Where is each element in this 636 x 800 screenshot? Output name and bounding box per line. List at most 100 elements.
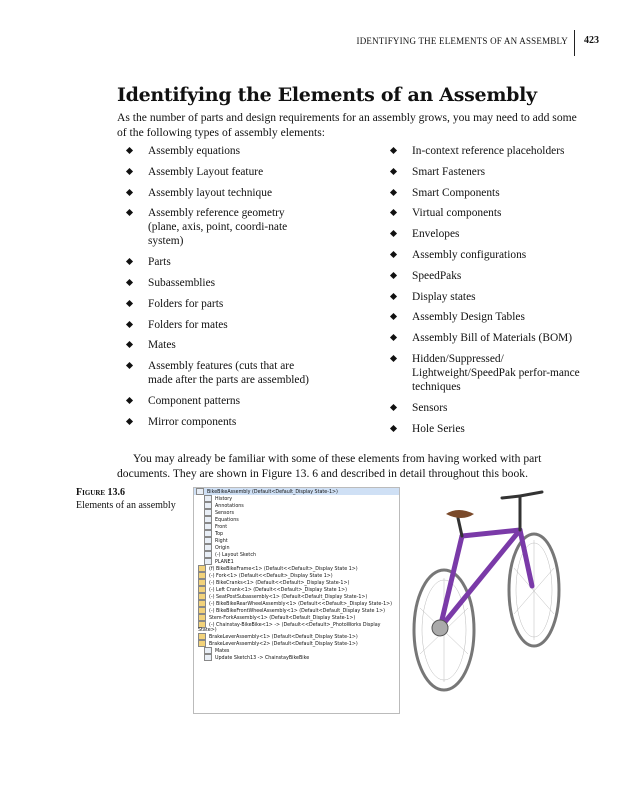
page-number: 423 bbox=[584, 35, 599, 46]
tree-icon bbox=[198, 640, 206, 647]
list-item: Display states bbox=[388, 290, 583, 304]
tree-icon bbox=[198, 607, 206, 614]
list-item: Smart Fasteners bbox=[388, 165, 583, 179]
tree-label: (-) SeatPostSubassembly<1> (Default<Defa… bbox=[209, 595, 368, 600]
tree-row: (-) Left Crank<1> (Default<<Default>_Dis… bbox=[194, 586, 399, 593]
list-item: SpeedPaks bbox=[388, 269, 583, 283]
tree-icon bbox=[204, 654, 212, 661]
list-item: Subassemblies bbox=[124, 276, 309, 290]
list-item: Component patterns bbox=[124, 394, 309, 408]
list-item: Folders for parts bbox=[124, 297, 309, 311]
list-item: Assembly Design Tables bbox=[388, 310, 583, 324]
tree-label: (-) Left Crank<1> (Default<<Default>_Dis… bbox=[209, 588, 347, 593]
running-head: IDENTIFYING THE ELEMENTS OF AN ASSEMBLY bbox=[356, 36, 568, 46]
tree-icon bbox=[196, 488, 204, 495]
tree-row: Top bbox=[194, 530, 399, 537]
tree-icon bbox=[204, 516, 212, 523]
bicycle-image bbox=[412, 490, 561, 692]
list-item: Envelopes bbox=[388, 227, 583, 241]
tree-label: Stem-ForkAssembly<1> (Default<Default_Di… bbox=[209, 616, 356, 621]
feature-tree-screenshot: BikeBikeAssembly (Default<Default_Displa… bbox=[193, 487, 400, 714]
figure-label: Figure 13.6 bbox=[76, 487, 126, 498]
tree-icon bbox=[204, 544, 212, 551]
tree-label: Right bbox=[215, 539, 228, 544]
tree-icon bbox=[198, 633, 206, 640]
tree-label: (-) BikeBikeRearWheelAssembly<1> (Defaul… bbox=[209, 602, 393, 607]
tree-row: (-) Fork<1> (Default<<Default>_Display S… bbox=[194, 572, 399, 579]
tree-row: Origin bbox=[194, 544, 399, 551]
tree-row: (-) Layout Sketch bbox=[194, 551, 399, 558]
left-list: Assembly equations Assembly Layout featur… bbox=[124, 144, 309, 436]
tree-label: Origin bbox=[215, 546, 230, 551]
list-item: Mirror components bbox=[124, 415, 309, 429]
header-rule bbox=[574, 30, 575, 56]
tree-label: Update Sketch13 -> ChainstayBikeBike bbox=[215, 656, 310, 661]
tree-row: (-) SeatPostSubassembly<1> (Default<Defa… bbox=[194, 593, 399, 600]
tree-label: BrakeLeverAssembly<1> (Default<Default_D… bbox=[209, 635, 358, 640]
tree-icon bbox=[198, 600, 206, 607]
list-item: Sensors bbox=[388, 401, 583, 415]
tree-label: BikeBikeAssembly (Default<Default_Displa… bbox=[207, 490, 338, 495]
tree-icon bbox=[204, 502, 212, 509]
list-item: Assembly Layout feature bbox=[124, 165, 309, 179]
tree-icon bbox=[198, 572, 206, 579]
tree-icon bbox=[204, 530, 212, 537]
list-item: Folders for mates bbox=[124, 318, 309, 332]
list-item: Parts bbox=[124, 255, 309, 269]
tree-label: (-) BikeBikeFrontWheelAssembly<1> (Defau… bbox=[209, 609, 385, 614]
list-item: Hole Series bbox=[388, 422, 583, 436]
tree-icon bbox=[204, 647, 212, 654]
list-item: Mates bbox=[124, 338, 309, 352]
tree-row: Mates bbox=[194, 647, 399, 654]
list-item: Assembly equations bbox=[124, 144, 309, 158]
tree-label: BrakeLeverAssembly<2> (Default<Default_D… bbox=[209, 642, 358, 647]
list-item: Assembly Bill of Materials (BOM) bbox=[388, 331, 583, 345]
list-item: In-context reference placeholders bbox=[388, 144, 583, 158]
tree-icon bbox=[204, 509, 212, 516]
tree-row: (-) BikeBikeFrontWheelAssembly<1> (Defau… bbox=[194, 607, 399, 614]
tree-row: Update Sketch13 -> ChainstayBikeBike bbox=[194, 654, 399, 661]
tree-label: Sensors bbox=[215, 511, 234, 516]
tree-label: (-) Fork<1> (Default<<Default>_Display S… bbox=[209, 574, 333, 579]
tree-label: Top bbox=[215, 532, 224, 537]
tree-label: Equations bbox=[215, 518, 239, 523]
tree-label: Annotations bbox=[215, 504, 244, 509]
tree-icon bbox=[204, 558, 212, 565]
tree-icon bbox=[204, 537, 212, 544]
tree-row: History bbox=[194, 495, 399, 502]
tree-row: Front bbox=[194, 523, 399, 530]
tree-label: Mates bbox=[215, 649, 230, 654]
tree-label: (f) BikeBikeFrame<1> (Default<<Default>_… bbox=[209, 567, 358, 572]
section-title: Identifying the Elements of an Assembly bbox=[117, 84, 537, 106]
saddle bbox=[446, 510, 474, 518]
tree-row: (f) BikeBikeFrame<1> (Default<<Default>_… bbox=[194, 565, 399, 572]
tree-row: Sensors bbox=[194, 509, 399, 516]
tree-row: Equations bbox=[194, 516, 399, 523]
figure-caption: Elements of an assembly bbox=[76, 500, 176, 511]
tree-row: PLANE1 bbox=[194, 558, 399, 565]
tree-icon bbox=[198, 614, 206, 621]
tree-label: Front bbox=[215, 525, 228, 530]
tree-icon bbox=[198, 621, 206, 628]
tree-row: BikeBikeAssembly (Default<Default_Displa… bbox=[194, 488, 399, 495]
right-list: In-context reference placeholders Smart F… bbox=[388, 144, 583, 442]
list-item: Assembly configurations bbox=[388, 248, 583, 262]
tree-label: History bbox=[215, 497, 233, 502]
closing-paragraph: You may already be familiar with some of… bbox=[117, 452, 542, 480]
tree-icon bbox=[198, 579, 206, 586]
tree-row: Annotations bbox=[194, 502, 399, 509]
tree-label: (-) Chainstay-BikeBike<1> -> (Default<<D… bbox=[198, 623, 381, 633]
tree-icon bbox=[204, 495, 212, 502]
tree-label: PLANE1 bbox=[215, 560, 234, 565]
list-item: Assembly features (cuts that are made af… bbox=[124, 359, 309, 387]
tree-icon bbox=[198, 565, 206, 572]
tree-icon bbox=[204, 523, 212, 530]
tree-row: (-) Chainstay-BikeBike<1> -> (Default<<D… bbox=[194, 621, 399, 633]
tree-row: (-) BikeBikeRearWheelAssembly<1> (Defaul… bbox=[194, 600, 399, 607]
tree-row: Right bbox=[194, 537, 399, 544]
tree-label: (-) BikeCranks<1> (Default<<Default>_Dis… bbox=[209, 581, 350, 586]
intro-paragraph: As the number of parts and design requir… bbox=[117, 111, 577, 139]
list-item: Assembly reference geometry (plane, axis… bbox=[124, 206, 309, 248]
tree-row: BrakeLeverAssembly<2> (Default<Default_D… bbox=[194, 640, 399, 647]
